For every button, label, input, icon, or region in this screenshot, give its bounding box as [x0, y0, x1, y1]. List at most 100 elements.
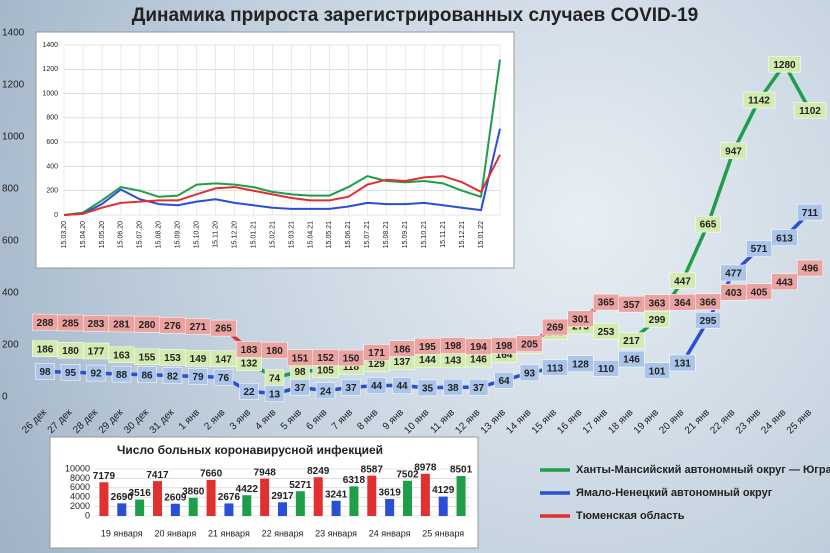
x-tick-label: 15.11.20 — [212, 221, 219, 248]
data-label: 149 — [190, 354, 207, 365]
data-label: 24 — [320, 386, 332, 397]
x-tick-label: 15.05.20 — [99, 221, 106, 248]
data-label: 88 — [116, 370, 128, 381]
data-label: 95 — [65, 368, 77, 379]
bar-title: Число больных коронавирусной инфекцией — [117, 443, 383, 457]
inset-chart: 0 200 400 600 800 1000 1200 1400 15.03.20 15.04.2… — [42, 42, 501, 248]
bar — [438, 496, 448, 516]
label-box — [669, 354, 696, 372]
label-box — [742, 91, 776, 109]
x-tick-label: 15.04.21 — [307, 221, 314, 248]
x-tick-label: 15.11.21 — [440, 221, 447, 248]
y-tick-label: 0 — [85, 510, 90, 520]
bar — [420, 473, 430, 516]
label-box — [771, 273, 798, 291]
x-tick-label: 13 янв — [479, 407, 508, 436]
data-label: 363 — [649, 298, 666, 309]
data-label: 183 — [241, 345, 258, 356]
y-tick-label: 400 — [46, 163, 58, 170]
x-tick-label: 15.12.21 — [459, 221, 466, 248]
label-box — [516, 335, 543, 352]
x-tick-label: 18 янв — [606, 407, 635, 436]
y-tick-label: 6000 — [70, 482, 90, 492]
label-box — [60, 364, 81, 381]
data-label: 366 — [700, 297, 717, 308]
x-tick-label: 12 янв — [453, 407, 482, 436]
data-label: 5271 — [289, 480, 312, 491]
data-label: 613 — [776, 233, 793, 244]
data-label: 7948 — [254, 467, 277, 478]
x-tick-label: 28 дек — [71, 407, 100, 436]
data-label: 2609 — [164, 492, 187, 503]
label-box — [111, 365, 132, 383]
label-box — [768, 55, 801, 73]
data-label: 3619 — [379, 488, 402, 499]
legend-label: Ханты-Мансийский автономный округ — Югра — [576, 464, 830, 476]
label-box — [188, 368, 208, 385]
data-label: 285 — [62, 319, 79, 330]
data-label: 132 — [241, 358, 258, 369]
data-label: 44 — [396, 381, 408, 392]
y-tick-label: 600 — [2, 236, 19, 247]
data-label: 217 — [623, 336, 640, 347]
label-box — [468, 379, 489, 396]
data-label: 13 — [269, 389, 281, 400]
bar — [385, 498, 395, 516]
data-label: 273 — [572, 322, 589, 333]
x-tick-label: 19 янв — [632, 407, 661, 436]
x-tick-label: 1 янв — [177, 407, 202, 432]
data-label: 110 — [598, 364, 615, 375]
x-tick-label: 6 янв — [304, 407, 329, 432]
x-tick-label: 23 января — [315, 528, 357, 538]
data-label: 443 — [776, 277, 793, 288]
data-label: 155 — [139, 352, 156, 363]
data-label: 7417 — [146, 470, 169, 481]
y-tick-label: 8000 — [70, 473, 90, 483]
data-label: 1102 — [799, 106, 821, 117]
x-tick-label: 15.07.20 — [137, 221, 144, 248]
data-label: 92 — [90, 369, 102, 380]
data-label: 82 — [167, 371, 179, 382]
data-label: 4422 — [236, 484, 259, 495]
bar — [170, 503, 180, 516]
data-label: 186 — [37, 344, 54, 355]
legend-label: Ямало-Ненецкий автономный округ — [576, 487, 773, 499]
chart-title: Динамика прироста зарегистрированных слу… — [132, 5, 698, 26]
data-label: 151 — [292, 353, 309, 364]
data-label: 128 — [572, 359, 589, 370]
data-label: 152 — [317, 353, 334, 364]
x-tick-label: 3 янв — [228, 407, 253, 432]
y-tick-label: 800 — [46, 115, 58, 122]
data-label: 163 — [113, 350, 130, 361]
bar — [313, 477, 323, 516]
data-label: 44 — [371, 381, 383, 392]
data-label: 146 — [470, 355, 487, 366]
series-line — [63, 59, 501, 216]
x-tick-label: 23 янв — [734, 407, 763, 436]
data-label: 4129 — [432, 485, 455, 496]
x-tick-label: 15.10.20 — [194, 221, 201, 248]
x-tick-label: 5 янв — [279, 407, 304, 432]
data-label: 198 — [496, 341, 513, 352]
bar — [206, 479, 216, 516]
x-tick-label: 17 янв — [581, 407, 610, 436]
data-label: 1280 — [773, 60, 796, 71]
label-box — [746, 283, 772, 300]
y-tick-label: 1200 — [2, 80, 25, 91]
x-tick-label: 19 января — [101, 528, 143, 538]
data-label: 3516 — [129, 488, 152, 499]
x-tick-label: 15.03.21 — [288, 221, 295, 248]
data-label: 8587 — [361, 464, 384, 475]
label-box — [695, 312, 721, 329]
x-tick-label: 15.07.21 — [364, 221, 371, 248]
x-tick-label: 22 янв — [708, 407, 737, 436]
label-box — [669, 272, 696, 290]
label-box — [162, 367, 183, 384]
y-tick-label: 1400 — [42, 42, 58, 49]
x-tick-label: 20 янв — [657, 407, 686, 436]
label-box — [519, 364, 540, 382]
label-box — [567, 310, 594, 327]
label-box — [793, 102, 827, 119]
label-box — [264, 385, 285, 402]
data-label: 79 — [192, 372, 204, 383]
